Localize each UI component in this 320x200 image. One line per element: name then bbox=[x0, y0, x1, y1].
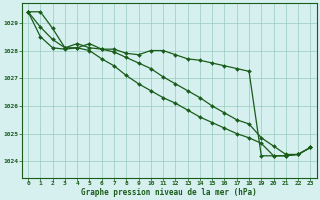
X-axis label: Graphe pression niveau de la mer (hPa): Graphe pression niveau de la mer (hPa) bbox=[81, 188, 257, 197]
